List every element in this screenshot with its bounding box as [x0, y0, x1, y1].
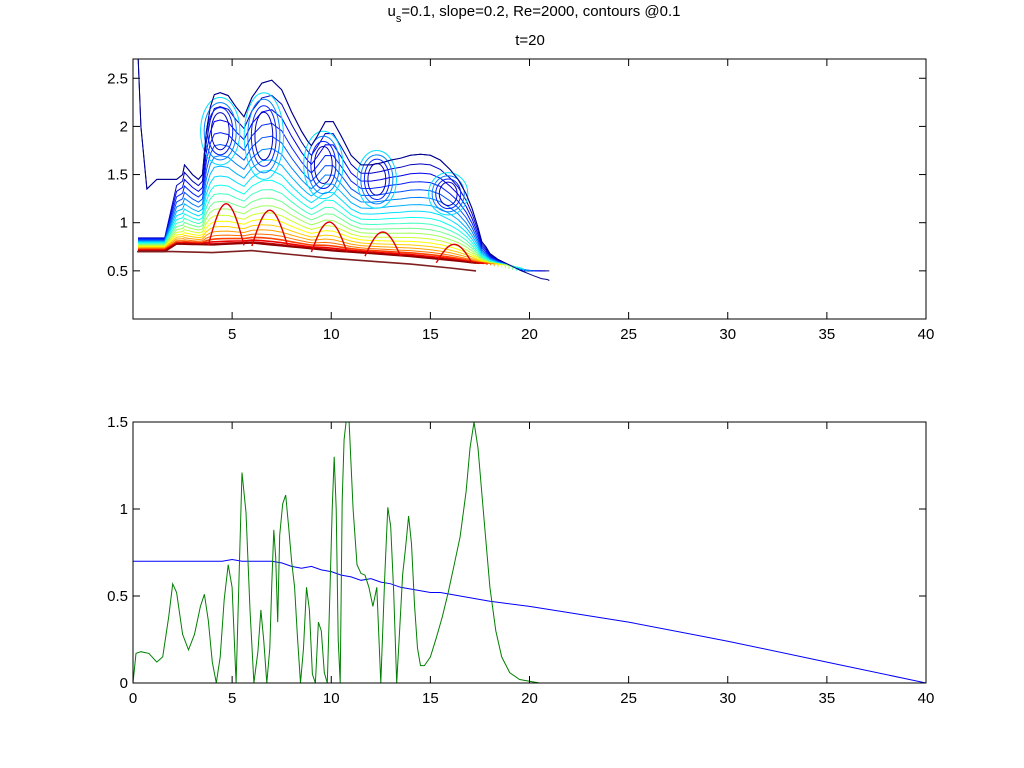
- contour-ytick-label: 2.5: [107, 70, 128, 87]
- contour-level: [138, 169, 525, 271]
- vortex-contour: [356, 149, 397, 209]
- contour-ytick-label: 0.5: [107, 263, 128, 280]
- outer-envelope-contour: [137, 59, 550, 281]
- line-xtick-label: 30: [719, 690, 736, 707]
- vortex-contour: [428, 172, 469, 216]
- slope-bottom-line: [137, 249, 477, 272]
- crest-contour: [435, 243, 473, 264]
- contour-level: [138, 135, 535, 272]
- line-xtick-label: 0: [129, 690, 137, 707]
- contour-ytick-label: 1: [120, 215, 128, 232]
- series-line-green: [133, 422, 926, 683]
- figure-title-line2: t=20: [515, 32, 545, 49]
- vortex-contour: [363, 158, 390, 201]
- vortex-contour: [207, 107, 234, 156]
- vortex-contour: [203, 102, 237, 161]
- contour-plot-area: [133, 59, 926, 319]
- line-axes-box: [132, 421, 927, 684]
- line-ticks: 0 5 10 15 20 25 30 35 40 0 0.5 1 1.5: [107, 414, 934, 707]
- contour-level: [138, 205, 510, 269]
- figure-title-line1: us=0.1, slope=0.2, Re=2000, contours @0.…: [387, 3, 680, 25]
- contour-xtick-label: 20: [521, 326, 538, 343]
- line-xtick-label: 25: [620, 690, 637, 707]
- crest-contour: [364, 231, 402, 257]
- crest-contour: [310, 221, 348, 253]
- contour-axes: 5 10 15 20 25 30 35 40 0.5 1 1.5 2 2.5: [107, 58, 934, 343]
- line-plot-area: [133, 422, 926, 683]
- line-series: [133, 422, 926, 683]
- contour-level: [138, 94, 546, 272]
- line-ytick-label: 1.5: [107, 414, 128, 431]
- line-xtick-label: 10: [323, 690, 340, 707]
- line-xtick-label: 40: [918, 690, 935, 707]
- contour-level: [138, 212, 506, 269]
- line-xtick-label: 5: [228, 690, 236, 707]
- title-u: u: [387, 3, 395, 20]
- vortex-contour: [247, 98, 281, 174]
- line-ytick-label: 0.5: [107, 588, 128, 605]
- contour-level: [138, 242, 477, 264]
- contour-level: [138, 179, 521, 271]
- contour-ytick-label: 2: [120, 118, 128, 135]
- vortex-contour: [254, 111, 274, 161]
- contour-level: [138, 147, 532, 272]
- line-xtick-label: 20: [521, 690, 538, 707]
- vortex-contour: [435, 178, 462, 210]
- line-axes: 0 5 10 15 20 25 30 35 40 0 0.5 1 1.5: [107, 414, 934, 707]
- contour-axes-box: [132, 58, 927, 320]
- vortex-contour: [200, 97, 241, 166]
- contour-xtick-label: 40: [918, 326, 935, 343]
- contour-xtick-label: 30: [719, 326, 736, 343]
- contour-level: [138, 218, 503, 268]
- vortex-contour: [243, 92, 284, 180]
- contour-xtick-label: 10: [323, 326, 340, 343]
- title-rest: =0.1, slope=0.2, Re=2000, contours @0.1: [401, 3, 680, 20]
- line-xtick-label: 35: [819, 690, 836, 707]
- contour-level: [138, 159, 528, 272]
- contour-xtick-label: 25: [620, 326, 637, 343]
- contour-ticks: 5 10 15 20 25 30 35 40 0.5 1 1.5 2 2.5: [107, 59, 934, 343]
- crest-contour: [251, 209, 289, 247]
- contour-xtick-label: 35: [819, 326, 836, 343]
- contour-lines: [137, 59, 550, 281]
- vortex-contour: [438, 181, 458, 206]
- vortex-contour: [250, 105, 277, 167]
- contour-xtick-label: 5: [228, 326, 236, 343]
- title-subscript-s: s: [396, 13, 402, 25]
- vortex-contour: [360, 154, 394, 205]
- crest-contour: [207, 202, 245, 246]
- contour-level: [138, 189, 517, 271]
- contour-level: [138, 197, 514, 270]
- line-ytick-label: 1: [120, 501, 128, 518]
- line-xtick-label: 15: [422, 690, 439, 707]
- vortex-contour: [210, 112, 230, 151]
- vortex-contour: [303, 130, 344, 200]
- line-ytick-label: 0: [120, 675, 128, 692]
- contour-level: [138, 109, 542, 272]
- contour-xtick-label: 15: [422, 326, 439, 343]
- vortex-contour: [310, 140, 337, 190]
- vortex-contour: [431, 175, 465, 213]
- contour-level: [138, 224, 499, 267]
- contour-ytick-label: 1.5: [107, 167, 128, 184]
- vortex-contour: [313, 145, 333, 184]
- vortex-contour: [306, 135, 340, 195]
